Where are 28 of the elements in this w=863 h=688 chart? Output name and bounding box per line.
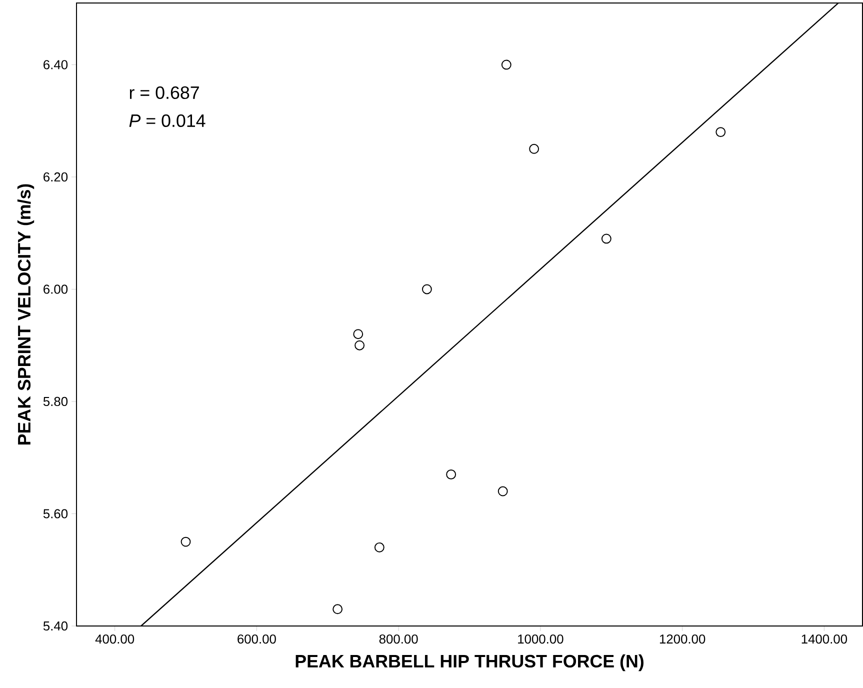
annotation: r = 0.687 [130,86,199,100]
point [529,144,540,154]
point [354,340,365,351]
x-tick-label: 1200.00 [660,634,706,644]
point [498,486,508,496]
y-tick-label: 5.60 [43,509,68,519]
annotation: P = 0.014 [129,114,206,128]
y-tick-label: 5.40 [43,622,68,631]
x-tick-label: 400.00 [95,634,134,644]
point [601,234,612,244]
x-axis-title: PEAK BARBELL HIP THRUST FORCE (N) [296,654,644,672]
point [332,604,343,614]
point [422,284,432,294]
x-tick-label: 800.00 [379,634,418,644]
y-tick-label: 6.40 [44,60,68,70]
point [716,127,726,138]
point [374,542,384,553]
point [353,329,364,340]
point [180,537,191,547]
y-tick-label: 5.80 [43,397,68,406]
x-tick-label: 1400.00 [802,634,848,644]
y-tick-label: 6.00 [44,284,68,294]
y-axis-title: PEAK SPRINT VELOCITY (m/s) [17,184,34,445]
y-tick-label: 6.20 [44,172,68,182]
x-tick-label: 600.00 [238,634,276,644]
point [501,60,512,70]
point [446,470,456,480]
x-tick-label: 1000.00 [518,634,564,644]
